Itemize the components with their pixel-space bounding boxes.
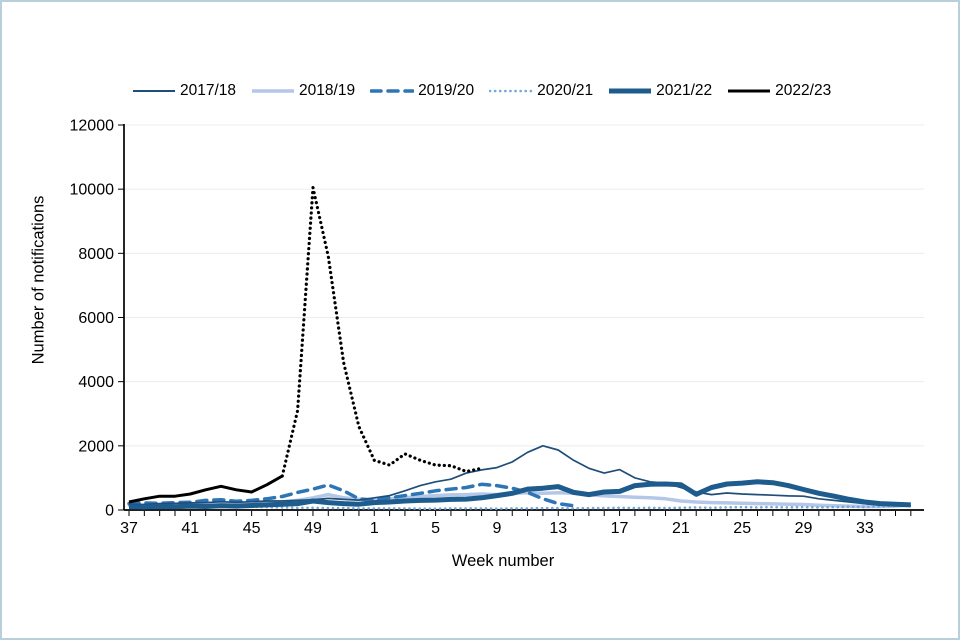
legend: 2017/18 2018/19 2019/20 2020/21 2021/22 2022/…	[132, 81, 831, 101]
x-tick-label: 25	[733, 520, 751, 537]
x-tick-label: 45	[243, 520, 261, 537]
x-tick-label: 49	[304, 520, 322, 537]
x-tick-label: 33	[856, 520, 874, 537]
x-tick-label: 21	[672, 520, 690, 537]
legend-label-2021-22: 2021/22	[656, 82, 713, 99]
series-line-2020-21	[127, 503, 913, 511]
x-tick-label: 13	[549, 520, 567, 537]
legend-item-2019-20: 2019/20	[370, 81, 474, 101]
legend-label-2020-21: 2020/21	[537, 82, 594, 99]
y-tick-label: 12000	[70, 118, 115, 135]
x-tick-label: 29	[795, 520, 813, 537]
legend-item-2021-22: 2021/22	[608, 81, 712, 101]
x-tick-label: 37	[120, 520, 138, 537]
x-tick-label: 1	[370, 520, 379, 537]
legend-line-sample-2019-20-icon	[370, 89, 415, 93]
series-line-2019-20	[127, 482, 576, 508]
legend-line-sample-2017-18-icon	[133, 90, 175, 92]
series-line-2022-23-confirmed	[128, 474, 284, 504]
x-tick-label: 41	[181, 520, 199, 537]
legend-line-sample-2018-19-icon	[252, 89, 295, 93]
y-tick-label: 2000	[78, 438, 114, 455]
legend-item-2020-21: 2020/21	[489, 81, 593, 101]
legend-line-sample-2020-21-icon	[489, 89, 534, 93]
series-line-2017-18	[128, 444, 911, 507]
y-axis-title: Number of notifications	[29, 195, 48, 365]
y-tick-label: 10000	[70, 182, 115, 199]
y-tick-label: 6000	[78, 310, 114, 327]
legend-label-2017-18: 2017/18	[180, 82, 237, 99]
legend-item-2017-18: 2017/18	[132, 81, 236, 101]
legend-line-sample-2021-22-icon	[609, 88, 652, 94]
legend-item-2018-19: 2018/19	[251, 81, 355, 101]
legend-line-sample-2022-23-icon	[728, 89, 771, 93]
series-line-2021-22	[128, 479, 911, 510]
legend-label-2018-19: 2018/19	[299, 82, 356, 99]
x-axis-title: Week number	[451, 552, 555, 570]
x-tick-label: 5	[431, 520, 440, 537]
y-tick-label: 8000	[78, 246, 114, 263]
y-tick-label: 4000	[78, 374, 114, 391]
legend-item-2022-23: 2022/23	[727, 81, 831, 101]
legend-label-2019-20: 2019/20	[418, 82, 475, 99]
x-tick-label: 17	[611, 520, 629, 537]
series-line-2022-23-provisional	[280, 186, 484, 478]
y-tick-label: 0	[105, 503, 114, 520]
legend-label-2022-23: 2022/23	[775, 82, 832, 99]
x-tick-label: 9	[492, 520, 501, 537]
